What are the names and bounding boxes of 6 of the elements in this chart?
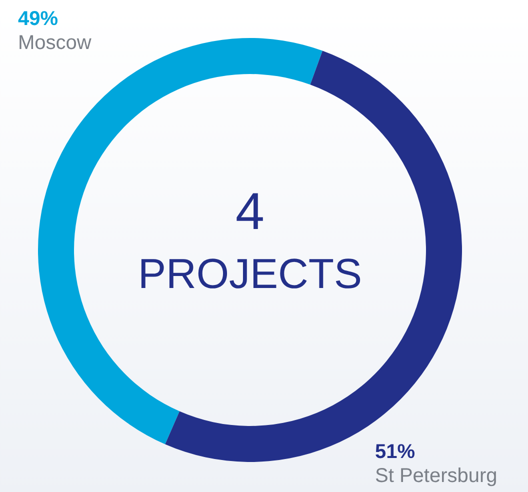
slice-label: Moscow xyxy=(18,32,92,54)
slice-label: St Petersburg xyxy=(375,465,498,487)
text: 4 xyxy=(236,183,264,241)
data-label: 51% xyxy=(375,441,416,463)
data-label: 49% xyxy=(18,8,58,30)
text: PROJECTS xyxy=(138,250,362,297)
